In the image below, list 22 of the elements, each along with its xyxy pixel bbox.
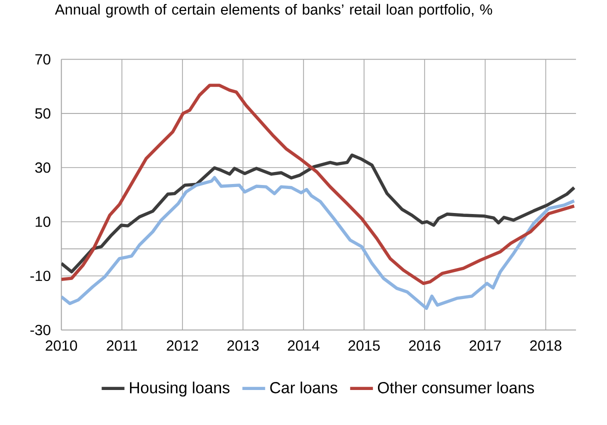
x-tick-label: 2014 <box>288 340 320 351</box>
line-series <box>61 84 576 286</box>
legend-label: Housing loans <box>130 382 230 397</box>
x-tick-label: 2018 <box>530 340 562 351</box>
x-tick-label: 2012 <box>166 340 198 351</box>
x-tick-label: 2017 <box>470 340 501 351</box>
x-tick-label: 2015 <box>348 340 380 351</box>
y-tick-label: 30 <box>35 162 50 173</box>
legend-label: Other consumer loans <box>378 382 534 394</box>
y-tick-label: 50 <box>35 108 50 119</box>
chart-title: Annual growth of certain elements of banks’ retail loan portfolio, % <box>54 4 492 18</box>
line-series <box>61 176 576 310</box>
y-tick-label: 10 <box>36 216 50 227</box>
x-tick-label: 2013 <box>227 340 259 351</box>
legend-label: Car loans <box>270 382 338 394</box>
y-tick-label: -10 <box>30 270 50 282</box>
x-tick-label: 2010 <box>46 340 78 351</box>
line-series <box>61 154 576 274</box>
x-tick-label: 2016 <box>409 340 440 351</box>
y-tick-label: 70 <box>35 54 50 65</box>
x-tick-label: 2011 <box>106 340 137 351</box>
y-tick-label: -30 <box>30 324 50 336</box>
